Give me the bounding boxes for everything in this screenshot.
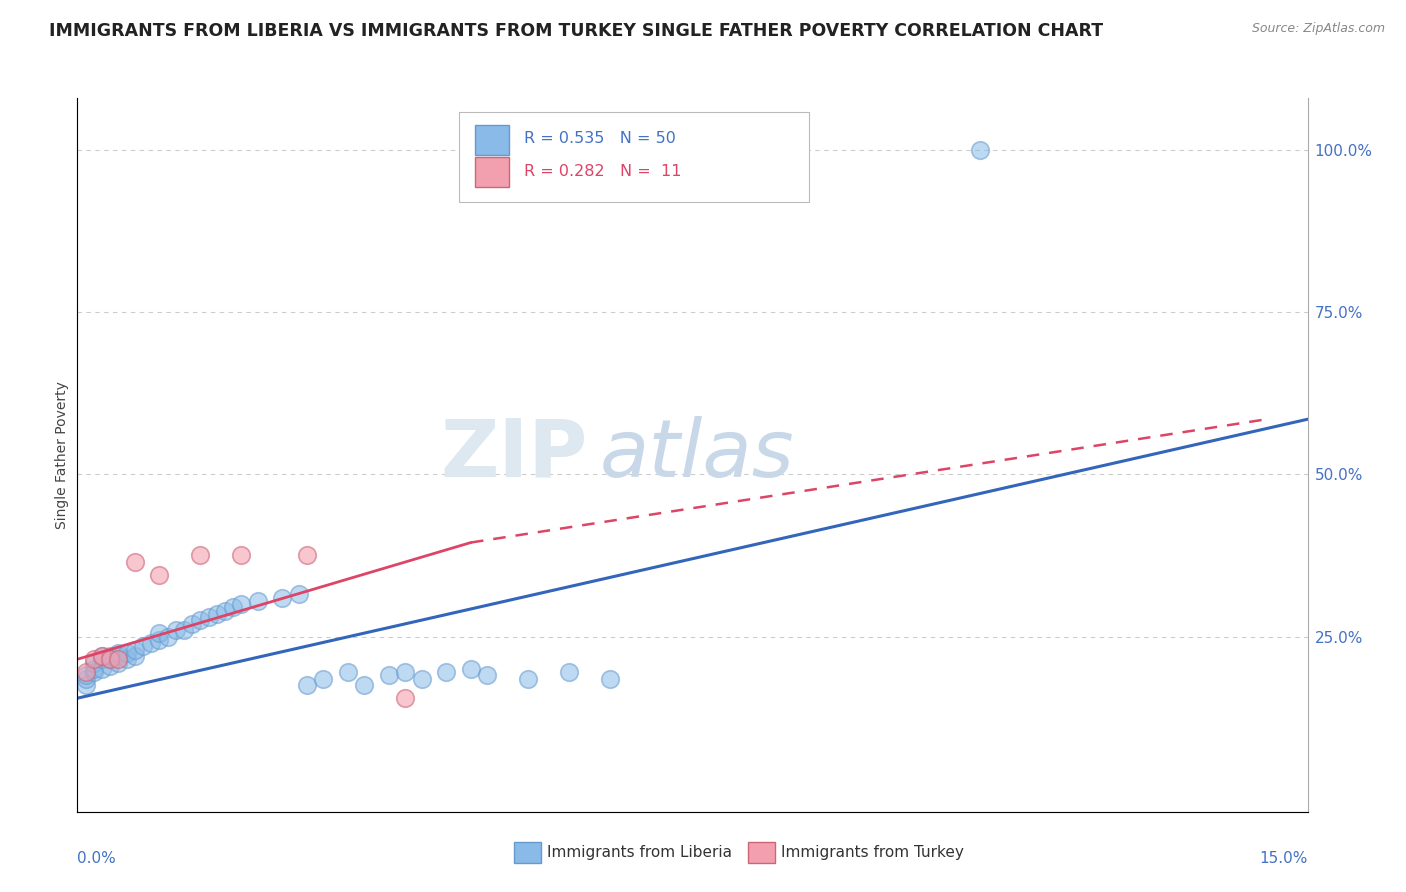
Point [98, 658, 121, 673]
Point [148, 632, 170, 647]
Point [98, 652, 121, 666]
Point [90, 662, 114, 676]
Point [295, 678, 318, 692]
Point [969, 143, 991, 157]
Text: 0.0%: 0.0% [77, 851, 117, 866]
Point [394, 691, 416, 706]
Bar [748, 842, 775, 863]
Point [83, 656, 105, 670]
Point [246, 594, 269, 608]
Point [205, 607, 228, 621]
Point [477, 668, 499, 682]
Point [353, 678, 375, 692]
FancyBboxPatch shape [458, 112, 810, 202]
Point [558, 665, 581, 680]
Text: 15.0%: 15.0% [1260, 851, 1308, 866]
Point [124, 648, 146, 663]
Point [214, 604, 236, 618]
Text: Immigrants from Liberia: Immigrants from Liberia [547, 845, 733, 860]
Point [90, 648, 114, 663]
Point [107, 648, 129, 663]
Point [517, 672, 540, 686]
Bar [475, 157, 509, 187]
Point [141, 636, 163, 650]
Point [107, 646, 129, 660]
Point [124, 555, 146, 569]
Point [148, 626, 170, 640]
Y-axis label: Single Father Poverty: Single Father Poverty [55, 381, 69, 529]
Text: IMMIGRANTS FROM LIBERIA VS IMMIGRANTS FROM TURKEY SINGLE FATHER POVERTY CORRELAT: IMMIGRANTS FROM LIBERIA VS IMMIGRANTS FR… [49, 22, 1104, 40]
Point [312, 672, 335, 686]
Point [222, 600, 245, 615]
Point [148, 568, 170, 582]
Point [165, 623, 187, 637]
Point [295, 549, 318, 563]
Bar [515, 842, 541, 863]
Point [173, 623, 195, 637]
Point [75, 678, 97, 692]
Text: Source: ZipAtlas.com: Source: ZipAtlas.com [1251, 22, 1385, 36]
Point [197, 610, 219, 624]
Point [411, 672, 433, 686]
Bar [475, 125, 509, 155]
Point [75, 665, 97, 680]
Point [75, 672, 97, 686]
Point [231, 597, 253, 611]
Point [378, 668, 401, 682]
Point [98, 652, 121, 666]
Point [115, 646, 138, 660]
Point [98, 648, 121, 663]
Point [188, 549, 212, 563]
Point [156, 630, 179, 644]
Point [188, 613, 212, 627]
Point [181, 616, 204, 631]
Point [83, 662, 105, 676]
Text: ZIP: ZIP [440, 416, 588, 494]
Text: R = 0.282   N =  11: R = 0.282 N = 11 [524, 164, 682, 179]
Point [288, 587, 311, 601]
Point [83, 665, 105, 680]
Point [124, 642, 146, 657]
Point [337, 665, 360, 680]
Point [90, 652, 114, 666]
Point [599, 672, 621, 686]
Point [436, 665, 458, 680]
Point [231, 549, 253, 563]
Point [271, 591, 294, 605]
Text: R = 0.535   N = 50: R = 0.535 N = 50 [524, 131, 676, 146]
Text: atlas: atlas [600, 416, 794, 494]
Point [107, 656, 129, 670]
Point [132, 640, 155, 654]
Point [83, 652, 105, 666]
Point [460, 662, 482, 676]
Point [107, 652, 129, 666]
Point [90, 648, 114, 663]
Point [115, 652, 138, 666]
Point [394, 665, 416, 680]
Point [75, 668, 97, 682]
Text: Immigrants from Turkey: Immigrants from Turkey [782, 845, 965, 860]
